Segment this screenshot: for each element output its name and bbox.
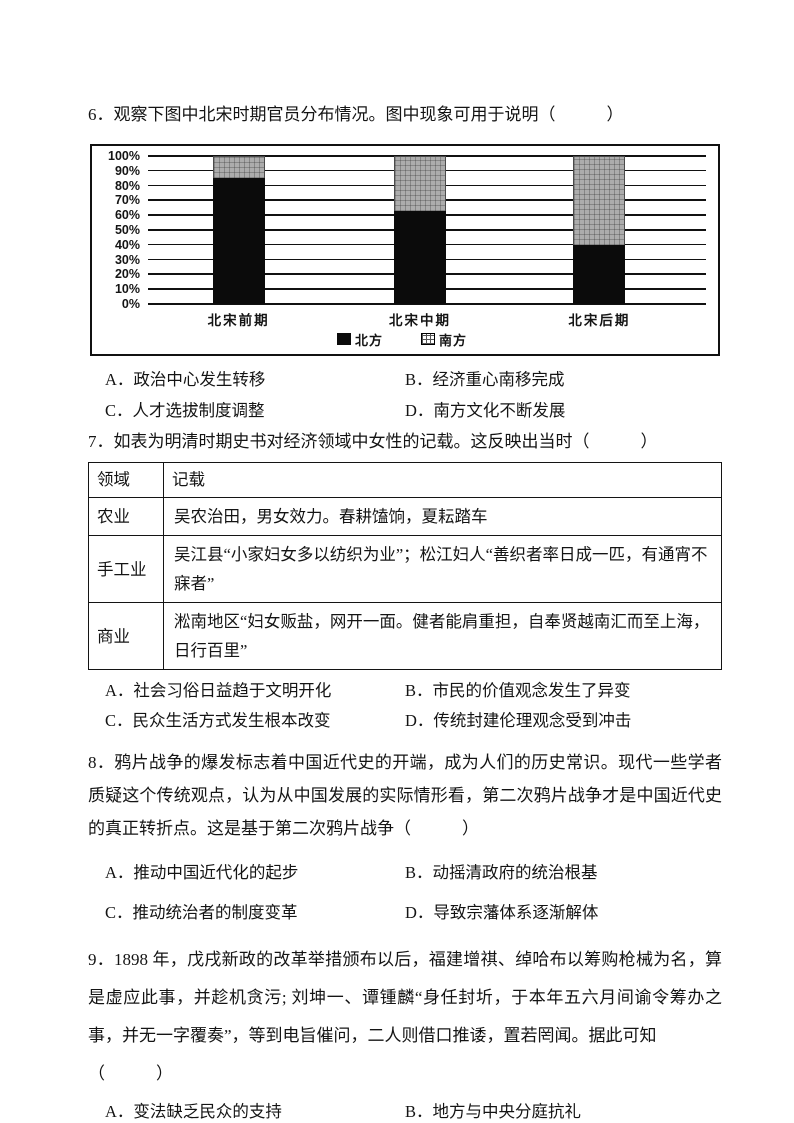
table-row-commerce: 商业 淞南地区“妇女贩盐，网开一面。健者能肩重担，自奉贤越南汇而至上海，日行百里…: [88, 602, 722, 670]
options-row: C．人才选拔制度调整 D．南方文化不断发展: [105, 395, 722, 426]
table-row-agriculture: 农业 吴农治田，男女效力。春耕馌饷，夏耘踏车: [88, 497, 722, 536]
option-9-a: A．变法缺乏民众的支持: [105, 1102, 282, 1121]
north-segment: [573, 244, 626, 304]
legend-label-south: 南方: [439, 332, 468, 348]
y-tick-label: 20%: [114, 267, 140, 282]
option-6-d: D．南方文化不断发展: [405, 401, 566, 420]
table-row-handicraft: 手工业 吴江县“小家妇女多以纺织为业”；松江妇人“善织者率日成一匹，有通宵不寐者…: [88, 535, 722, 603]
y-tick-label: 30%: [114, 252, 140, 267]
chart-x-axis: 北宋前期 北宋中期 北宋后期: [148, 304, 706, 328]
table-cell-domain: 手工业: [88, 535, 164, 603]
y-tick-label: 50%: [114, 223, 140, 237]
y-tick-label: 0%: [121, 297, 140, 311]
north-series-swatch-icon: [336, 333, 351, 345]
y-tick-label: 70%: [114, 193, 140, 208]
gridline: [148, 155, 706, 157]
south-segment: [394, 156, 447, 211]
y-tick-label: 40%: [114, 237, 140, 252]
options-row: C．民众生活方式发生根本改变 D．传统封建伦理观念受到冲击: [105, 706, 722, 736]
options-row: A．推动中国近代化的起步 B．动摇清政府的统治根基: [105, 853, 722, 893]
option-7-c: C．民众生活方式发生根本改变: [105, 711, 331, 730]
table-header-record: 记载: [163, 462, 722, 498]
options-row: A．政治中心发生转移 B．经济重心南移完成: [105, 364, 722, 395]
option-8-b: B．动摇清政府的统治根基: [405, 863, 598, 882]
option-8-d: D．导致宗藩体系逐渐解体: [405, 903, 599, 922]
options-row: A．社会习俗日益趋于文明开化 B．市民的价值观念发生了异变: [105, 676, 722, 706]
south-series-swatch-icon: [421, 333, 435, 345]
option-8-c: C．推动统治者的制度变革: [105, 903, 298, 922]
question-7-options: A．社会习俗日益趋于文明开化 B．市民的价值观念发生了异变 C．民众生活方式发生…: [105, 676, 722, 736]
stacked-bar-3: [573, 156, 626, 304]
north-segment: [394, 210, 447, 304]
legend-item-south: 南方: [421, 330, 467, 349]
question-9-answer-paren: （ ）: [88, 1064, 173, 1083]
table-header-domain: 领域: [88, 462, 164, 498]
table-cell-domain: 农业: [88, 497, 164, 536]
question-9-options: A．变法缺乏民众的支持 B．地方与中央分庭抗礼: [105, 1097, 722, 1123]
chart-y-axis: 100% 90% 80% 70% 60% 50% 40% 30% 20% 10% 0%: [98, 149, 148, 311]
table-cell-domain: 商业: [88, 602, 164, 670]
chart-main-area: 100% 90% 80% 70% 60% 50% 40% 30% 20% 10% 0%: [98, 149, 706, 311]
question-6-options: A．政治中心发生转移 B．经济重心南移完成 C．人才选拔制度调整 D．南方文化不…: [105, 364, 722, 426]
x-category-label: 北宋后期: [568, 313, 631, 328]
legend-label-north: 北方: [354, 332, 383, 348]
legend-item-north: 北方: [336, 330, 383, 349]
options-row: C．推动统治者的制度变革 D．导致宗藩体系逐渐解体: [105, 893, 722, 933]
y-tick-label: 80%: [114, 178, 140, 193]
question-7-stem: 7．如表为明清时期史书对经济领域中女性的记载。这反映出当时（ ）: [88, 432, 658, 451]
stacked-bar-1: [212, 156, 265, 304]
chart-legend: 北方 南方: [98, 328, 706, 350]
options-row: A．变法缺乏民众的支持 B．地方与中央分庭抗礼: [105, 1097, 722, 1123]
table-cell-record: 吴江县“小家妇女多以纺织为业”；松江妇人“善织者率日成一匹，有通宵不寐者”: [163, 535, 722, 603]
table-header-row: 领域 记载: [88, 462, 722, 498]
x-category-label: 北宋中期: [389, 313, 452, 328]
question-6-stem: 6．观察下图中北宋时期官员分布情况。图中现象可用于说明（ ）: [88, 105, 624, 124]
question-8-options: A．推动中国近代化的起步 B．动摇清政府的统治根基 C．推动统治者的制度变革 D…: [105, 853, 722, 933]
women-economy-table: 领域 记载 农业 吴农治田，男女效力。春耕馌饷，夏耘踏车 手工业 吴江县“小家妇…: [88, 462, 722, 670]
north-segment: [212, 178, 265, 304]
option-9-b: B．地方与中央分庭抗礼: [405, 1102, 582, 1121]
y-tick-label: 90%: [114, 163, 140, 178]
table-cell-record: 吴农治田，男女效力。春耕馌饷，夏耘踏车: [163, 497, 722, 536]
option-7-b: B．市民的价值观念发生了异变: [405, 681, 631, 700]
chart-plot-area: [148, 155, 706, 305]
option-6-a: A．政治中心发生转移: [105, 370, 266, 389]
y-tick-label: 60%: [114, 208, 140, 223]
y-tick-label: 10%: [114, 282, 140, 297]
table-cell-record: 淞南地区“妇女贩盐，网开一面。健者能肩重担，自奉贤越南汇而至上海，日行百里”: [163, 602, 722, 670]
stacked-bar-2: [394, 156, 447, 304]
south-segment: [212, 156, 265, 179]
y-tick-label: 100%: [108, 149, 140, 163]
x-category-label: 北宋前期: [207, 313, 270, 328]
option-7-a: A．社会习俗日益趋于文明开化: [105, 681, 332, 700]
option-6-c: C．人才选拔制度调整: [105, 401, 265, 420]
option-6-b: B．经济重心南移完成: [405, 370, 565, 389]
question-9-stem: 9．1898 年，戊戌新政的改革举措颁布以后，福建增祺、绰哈布以筹购枪械为名，算…: [88, 950, 722, 1045]
option-8-a: A．推动中国近代化的起步: [105, 863, 299, 882]
south-segment: [573, 156, 626, 245]
option-7-d: D．传统封建伦理观念受到冲击: [405, 711, 632, 730]
chart-x-axis-row: 北宋前期 北宋中期 北宋后期: [98, 304, 706, 328]
officials-distribution-chart: 100% 90% 80% 70% 60% 50% 40% 30% 20% 10% 0% 北宋前期 北宋…: [90, 144, 720, 356]
question-8-stem: 8．鸦片战争的爆发标志着中国近代史的开端，成为人们的历史常识。现代一些学者质疑这…: [88, 753, 722, 838]
gridline: [148, 303, 706, 305]
